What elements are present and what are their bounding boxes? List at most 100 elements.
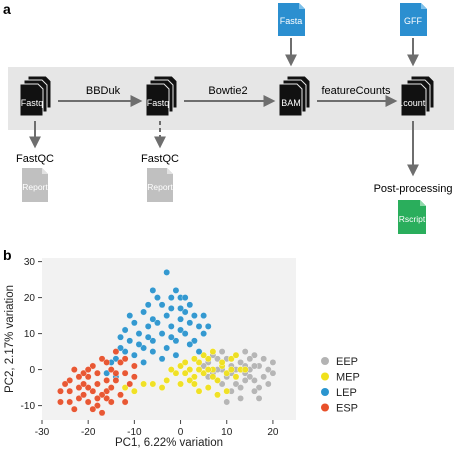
point-eep [264,380,272,388]
point-eep [241,348,249,355]
point-esp [103,387,111,395]
point-esp [89,362,97,370]
pca-scatter-chart: -30 -20 -10 0 10 20 -10 0 10 20 30 PC1, 6.22% varia… [4,257,360,449]
point-mep [227,366,235,373]
point-eep [237,384,244,391]
point-esp [107,366,115,373]
point-lep [195,322,203,330]
postprocessing-label: Post-processing [374,183,453,195]
point-lep [121,348,129,355]
panel-a-label: a [3,1,11,17]
point-mep [172,369,180,377]
point-lep [167,304,175,312]
point-lep [172,286,180,294]
point-esp [107,384,115,391]
point-mep [195,366,203,373]
point-lep [190,312,198,319]
fasta-label: Fasta [280,16,303,26]
point-mep [200,369,208,377]
point-esp [80,391,87,399]
point-esp [94,402,101,409]
y-axis-label: PC2, 2.17% variation [4,285,16,393]
bam-stack-icon [278,75,311,117]
point-mep [195,387,203,395]
point-mep [241,366,249,373]
point-lep [186,319,194,327]
point-lep [144,301,152,309]
fastq-trimmed-stack-icon [145,75,178,117]
rscript-doc-icon [398,200,426,234]
point-mep [200,351,208,359]
legend-label-lep: LEP [336,387,357,399]
count-stack-icon [400,75,435,117]
point-lep [154,294,161,301]
report1-label: Report [22,182,48,192]
point-eep [218,348,226,355]
point-eep [269,369,277,377]
point-esp [80,380,87,388]
point-esp [80,369,87,377]
point-lep [172,351,180,359]
point-lep [140,358,148,366]
point-mep [218,358,226,366]
point-eep [251,351,258,359]
report2-label: Report [147,182,173,192]
x-tick-label: 0 [178,427,184,438]
point-lep [163,344,171,352]
point-lep [140,344,148,352]
report2-doc-icon [147,168,173,202]
point-mep [223,387,231,395]
point-lep [200,330,208,337]
point-mep [204,384,212,391]
fastqc2-label: FastQC [141,153,179,165]
y-tick-label: -10 [21,401,36,412]
point-esp [89,405,97,413]
point-esp [61,380,69,388]
point-esp [94,394,101,402]
point-eep [260,373,268,381]
point-esp [84,366,92,373]
point-lep [181,330,189,337]
point-lep [126,337,134,345]
point-esp [112,348,120,355]
point-lep [144,333,152,341]
point-esp [70,405,78,413]
point-esp [107,398,115,406]
point-lep [158,330,166,337]
point-lep [135,340,143,348]
x-axis-label: PC1, 6.22% variation [115,437,223,449]
point-lep [149,348,157,355]
point-esp [66,398,74,406]
point-lep [200,312,208,319]
legend-label-mep: MEP [336,372,360,384]
point-lep [167,294,175,301]
point-lep [117,344,124,352]
point-mep [163,376,171,384]
point-esp [103,376,111,384]
point-mep [227,355,235,363]
point-mep [121,384,129,391]
x-tick-label: -20 [81,427,96,438]
report1-doc-icon [22,168,48,202]
legend-label-eep: EEP [336,356,358,368]
point-esp [57,398,64,406]
point-esp [117,391,124,399]
point-esp [57,387,64,395]
point-mep [232,373,240,381]
point-eep [241,376,249,384]
legend-marker-lep [321,388,329,396]
point-lep [130,351,138,359]
fasta-doc-icon [278,3,305,36]
point-mep [186,376,194,384]
point-lep [154,319,161,327]
point-lep [186,340,194,348]
point-esp [70,366,78,373]
point-lep [163,312,171,319]
point-esp [94,369,101,377]
point-mep [177,380,184,388]
y-tick-label: 10 [24,329,36,340]
point-mep [209,373,217,381]
point-esp [75,373,83,381]
point-esp [103,358,111,366]
gff-doc-icon [400,3,427,36]
